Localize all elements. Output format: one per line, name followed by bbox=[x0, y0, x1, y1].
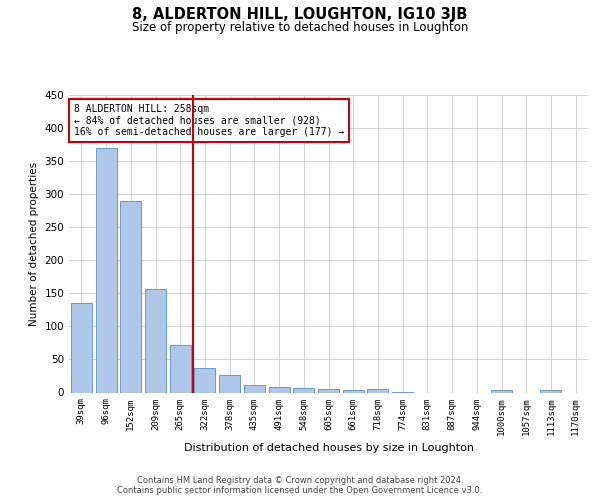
Bar bbox=[219, 376, 240, 392]
Bar bbox=[541, 390, 562, 392]
Bar bbox=[244, 385, 265, 392]
Bar bbox=[71, 303, 92, 392]
Bar bbox=[194, 368, 215, 392]
Bar bbox=[343, 390, 364, 392]
Text: 8, ALDERTON HILL, LOUGHTON, IG10 3JB: 8, ALDERTON HILL, LOUGHTON, IG10 3JB bbox=[133, 8, 467, 22]
Text: Contains public sector information licensed under the Open Government Licence v3: Contains public sector information licen… bbox=[118, 486, 482, 495]
Bar bbox=[269, 387, 290, 392]
Bar bbox=[318, 389, 339, 392]
Bar bbox=[145, 290, 166, 393]
Text: Contains HM Land Registry data © Crown copyright and database right 2024.: Contains HM Land Registry data © Crown c… bbox=[137, 476, 463, 485]
X-axis label: Distribution of detached houses by size in Loughton: Distribution of detached houses by size … bbox=[184, 444, 473, 454]
Bar bbox=[491, 390, 512, 392]
Bar bbox=[120, 201, 141, 392]
Text: 8 ALDERTON HILL: 258sqm
← 84% of detached houses are smaller (928)
16% of semi-d: 8 ALDERTON HILL: 258sqm ← 84% of detache… bbox=[74, 104, 344, 137]
Y-axis label: Number of detached properties: Number of detached properties bbox=[29, 162, 39, 326]
Text: Size of property relative to detached houses in Loughton: Size of property relative to detached ho… bbox=[132, 21, 468, 34]
Bar bbox=[95, 148, 116, 392]
Bar bbox=[293, 388, 314, 392]
Bar bbox=[170, 345, 191, 393]
Bar bbox=[367, 389, 388, 392]
